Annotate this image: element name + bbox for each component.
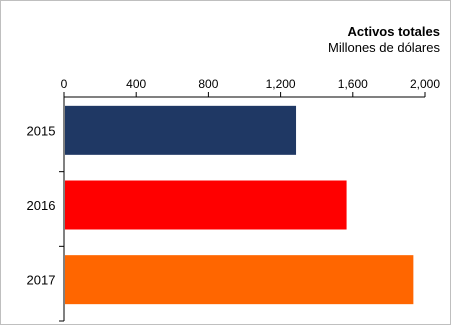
bar-2015 bbox=[65, 105, 297, 155]
category-label: 2015 bbox=[27, 123, 56, 138]
x-tick-label: 2,000 bbox=[410, 77, 440, 91]
x-tick-label: 0 bbox=[61, 77, 68, 91]
x-tick-label: 1,600 bbox=[338, 77, 368, 91]
category-label: 2016 bbox=[27, 198, 56, 213]
chart-subtitle: Millones de dólares bbox=[327, 40, 440, 55]
bar-2017 bbox=[65, 255, 414, 305]
x-tick-label: 1,200 bbox=[266, 77, 296, 91]
x-tick-label: 800 bbox=[198, 77, 218, 91]
category-label: 2017 bbox=[27, 273, 56, 288]
chart-title: Activos totales bbox=[347, 24, 440, 39]
x-tick-label: 400 bbox=[126, 77, 146, 91]
bar-2016 bbox=[65, 180, 347, 230]
